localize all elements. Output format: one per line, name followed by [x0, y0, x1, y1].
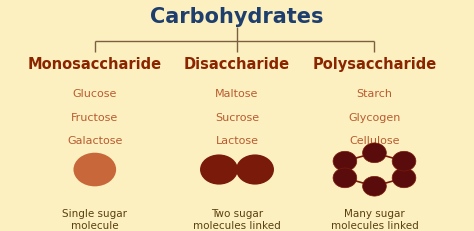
Ellipse shape — [392, 168, 416, 188]
Text: Two sugar
molecules linked: Two sugar molecules linked — [193, 208, 281, 230]
Text: Single sugar
molecule: Single sugar molecule — [62, 208, 128, 230]
Text: Fructose: Fructose — [71, 112, 118, 122]
Ellipse shape — [333, 152, 357, 171]
Text: Maltose: Maltose — [215, 89, 259, 99]
Text: Sucrose: Sucrose — [215, 112, 259, 122]
Ellipse shape — [392, 152, 416, 171]
Text: Polysaccharide: Polysaccharide — [312, 57, 437, 72]
Text: Lactose: Lactose — [216, 135, 258, 145]
Text: Cellulose: Cellulose — [349, 135, 400, 145]
Text: Glycogen: Glycogen — [348, 112, 401, 122]
Ellipse shape — [333, 168, 357, 188]
Ellipse shape — [236, 155, 274, 185]
Ellipse shape — [363, 143, 386, 163]
Text: Disaccharide: Disaccharide — [184, 57, 290, 72]
Ellipse shape — [363, 176, 386, 196]
Ellipse shape — [73, 153, 116, 187]
Text: Glucose: Glucose — [73, 89, 117, 99]
Text: Carbohydrates: Carbohydrates — [150, 7, 324, 27]
Text: Monosaccharide: Monosaccharide — [28, 57, 162, 72]
Text: Many sugar
molecules linked: Many sugar molecules linked — [330, 208, 419, 230]
Text: Galactose: Galactose — [67, 135, 122, 145]
Text: Starch: Starch — [356, 89, 392, 99]
Ellipse shape — [200, 155, 238, 185]
